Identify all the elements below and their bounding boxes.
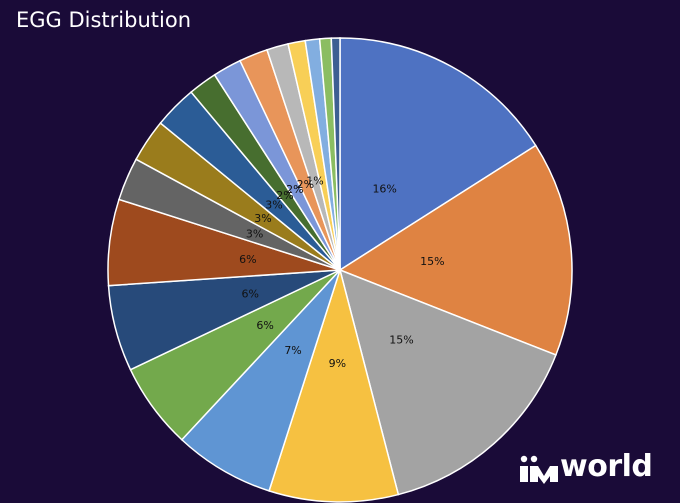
slice-label: 3% [254, 212, 271, 225]
pie-slice [338, 268, 557, 496]
slice-label: 16% [372, 183, 396, 196]
pie-slice [268, 267, 400, 503]
slice-label: 6% [239, 253, 256, 266]
slice-label: 2% [297, 178, 314, 191]
pie-slices [107, 37, 573, 503]
slice-label: 15% [420, 255, 444, 268]
chart-title: EGG Distribution [16, 8, 192, 32]
slice-label: 6% [256, 319, 273, 332]
slice-label: 6% [241, 287, 258, 300]
pie-slice [339, 37, 537, 272]
slice-label: 7% [284, 344, 301, 357]
slice-label: 2% [286, 183, 303, 196]
slice-label: 3% [265, 199, 282, 212]
brand-logo-text: world [560, 449, 653, 484]
slice-label: 1% [306, 175, 323, 188]
slice-label: 15% [389, 333, 413, 346]
pie-slice [338, 144, 573, 356]
pie-labels: 16%15%15%9%7%6%6%6%3%3%3%2%2%2%1% [239, 175, 444, 370]
pie-slice [330, 37, 341, 271]
slice-label: 9% [329, 357, 346, 370]
slice-label: 2% [276, 189, 293, 202]
pie-slice [180, 269, 341, 492]
slice-label: 3% [246, 228, 263, 241]
brand-logo-mark [520, 455, 558, 484]
